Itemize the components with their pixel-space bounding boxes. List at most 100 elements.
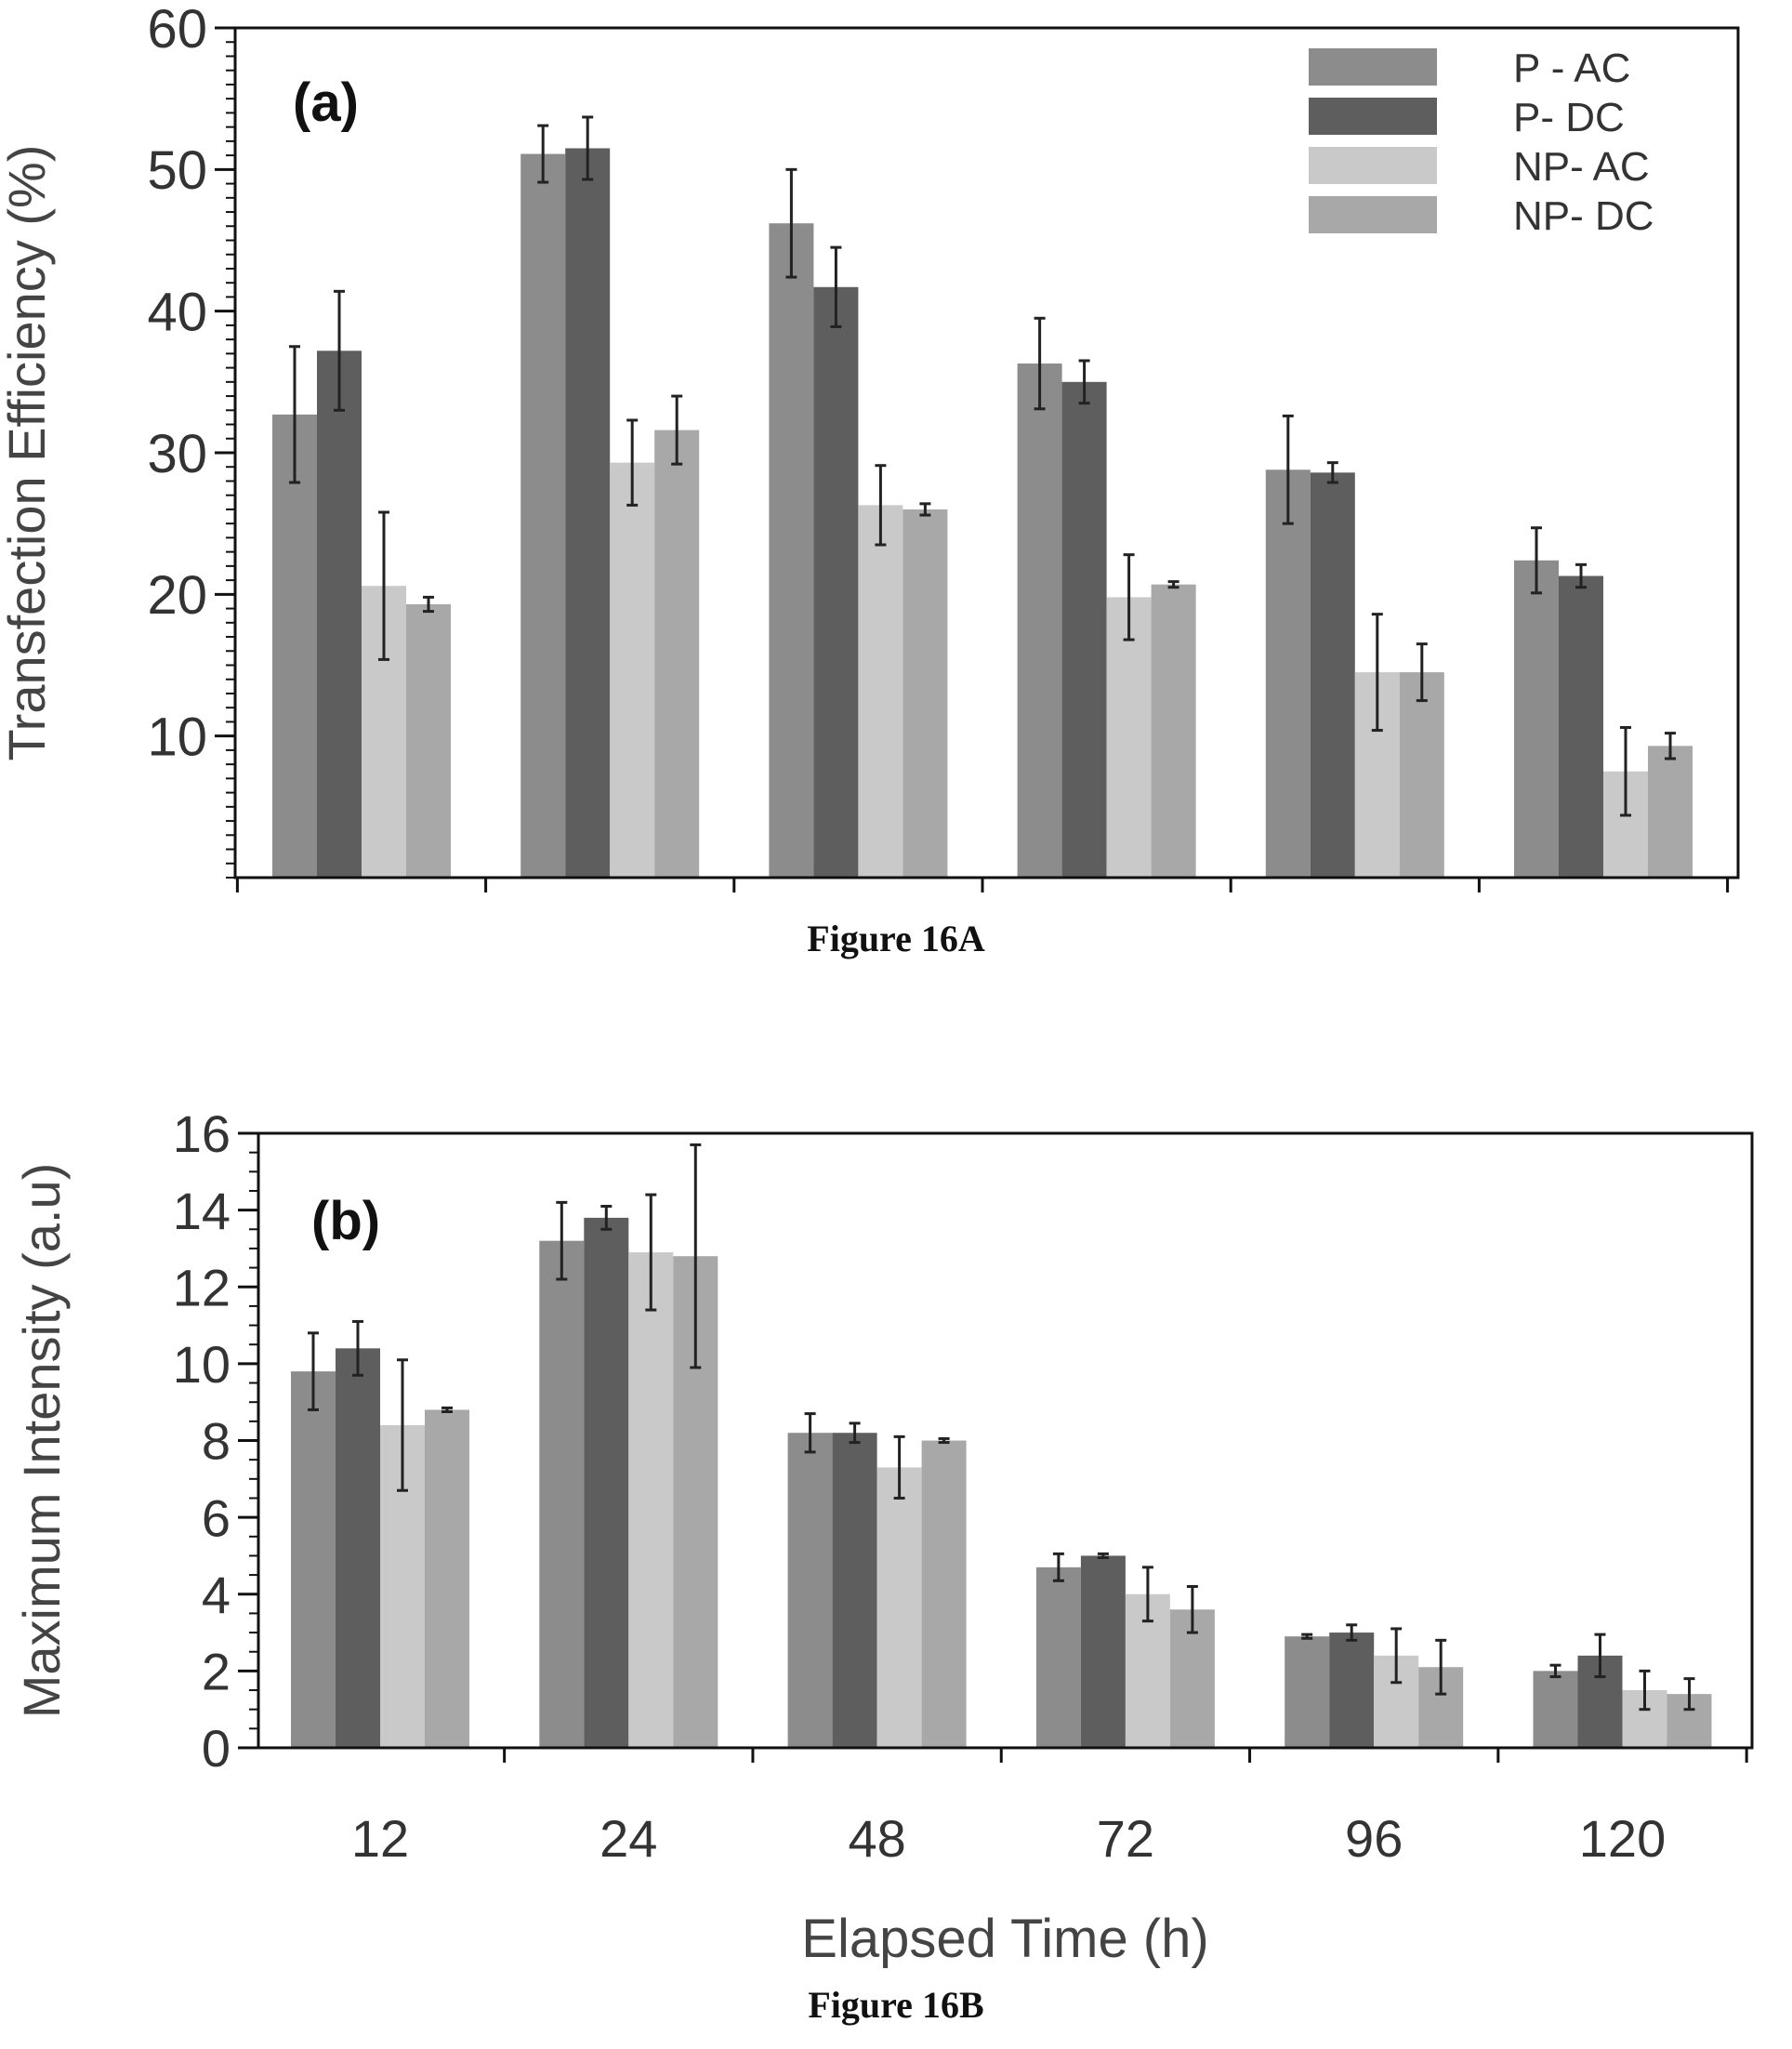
bar (1399, 672, 1444, 878)
y-tick-label: 0 (202, 1719, 231, 1778)
x-tick-label: 12 (351, 1809, 409, 1868)
error-bar (804, 1412, 816, 1454)
y-tick-label: 8 (202, 1412, 231, 1471)
error-bar (671, 394, 683, 466)
error-bar (1346, 1623, 1358, 1642)
bar (584, 1217, 629, 1748)
bar (1035, 1566, 1081, 1748)
bar (1151, 584, 1196, 878)
error-bar (645, 1193, 657, 1312)
bar (832, 1433, 877, 1748)
y-tick-label: 30 (147, 424, 207, 484)
error-bar (1390, 1627, 1403, 1685)
bar (1061, 381, 1107, 878)
error-bar (893, 1434, 905, 1500)
bar (539, 1240, 585, 1748)
bar (520, 153, 566, 878)
bar (610, 462, 655, 878)
x-axis-label: Elapsed Time (h) (801, 1909, 1208, 1969)
error-bar (875, 464, 887, 547)
bar (1533, 1671, 1578, 1748)
error-bar (600, 1204, 613, 1231)
error-bar (1123, 553, 1135, 641)
y-tick-label: 10 (173, 1335, 231, 1394)
error-bar (397, 1358, 408, 1492)
bar (628, 1252, 674, 1748)
bar (565, 148, 611, 878)
error-bar (626, 418, 639, 507)
legend-swatch (1309, 147, 1437, 184)
bar (876, 1467, 922, 1748)
legend-label: NP- DC (1513, 193, 1654, 239)
error-bar (334, 289, 345, 412)
error-bar (830, 245, 842, 328)
x-tick-label: 24 (600, 1809, 657, 1868)
error-bar (441, 1406, 453, 1414)
error-bar (1141, 1566, 1153, 1623)
bar (813, 286, 859, 878)
bar (425, 1409, 469, 1748)
legend-swatch (1309, 98, 1437, 135)
bar (1559, 575, 1603, 878)
y-tick-label: 14 (173, 1182, 231, 1240)
plot-frame (257, 1131, 1754, 1750)
bar (1648, 746, 1693, 878)
x-tick-label: 48 (848, 1809, 905, 1868)
error-bar (1531, 526, 1542, 595)
bar (921, 1440, 967, 1748)
error-bar (1371, 613, 1383, 733)
y-tick-label: 2 (202, 1643, 231, 1701)
bar (291, 1371, 336, 1748)
y-tick-label: 50 (147, 140, 207, 201)
bar (903, 509, 948, 878)
legend-swatch (1309, 196, 1437, 233)
error-bar (308, 1331, 319, 1411)
error-bar (352, 1319, 363, 1377)
error-bar (1683, 1677, 1695, 1712)
error-bar (1282, 414, 1294, 525)
chart-panel-a: 10 20 30 40 50 60 Transfection Efficiency (%) (… (0, 0, 1740, 892)
error-bar (1097, 1552, 1109, 1560)
legend-label: P - AC (1513, 46, 1630, 91)
error-bar (1034, 316, 1046, 411)
y-tick-label: 10 (147, 707, 207, 768)
x-tick-label: 72 (1097, 1809, 1154, 1868)
y-axis-label: Transfection Efficiency (%) (0, 145, 56, 761)
x-tick-label: 96 (1345, 1809, 1403, 1868)
bar (858, 505, 903, 878)
error-bar (289, 345, 300, 484)
figure-caption: Figure 16B (808, 1984, 983, 2026)
bar (1265, 469, 1311, 878)
panel-label: (a) (293, 73, 359, 133)
error-bar (1435, 1638, 1447, 1696)
panel-label: (b) (311, 1191, 380, 1251)
y-tick-label: 60 (147, 0, 207, 59)
x-tick-label: 120 (1579, 1809, 1666, 1868)
error-bar (938, 1436, 950, 1445)
error-bar (1326, 461, 1338, 484)
error-bar (785, 167, 797, 279)
bar (1017, 364, 1062, 878)
y-tick-label: 20 (147, 565, 207, 626)
y-tick-label: 6 (202, 1488, 231, 1547)
error-bar (423, 595, 434, 614)
error-bar (1575, 562, 1587, 589)
bar (1080, 1555, 1126, 1748)
legend-label: P- DC (1513, 95, 1625, 140)
error-bar (1665, 732, 1676, 760)
error-bar (537, 124, 549, 184)
figure-caption: Figure 16A (807, 918, 985, 959)
bar (317, 350, 362, 878)
error-bar (582, 115, 594, 181)
error-bar (1416, 642, 1428, 703)
error-bar (1620, 726, 1631, 817)
legend-swatch (1309, 48, 1437, 86)
error-bar (1186, 1584, 1198, 1634)
bar (1514, 560, 1559, 878)
error-bar (919, 502, 931, 517)
error-bar (1167, 580, 1179, 589)
error-bar (1594, 1633, 1606, 1679)
